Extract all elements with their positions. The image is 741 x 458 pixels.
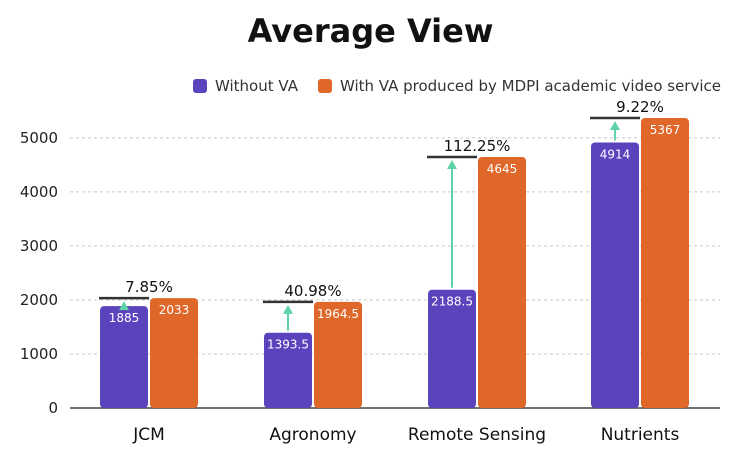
x-category-label: Agronomy bbox=[269, 425, 356, 445]
data-label-with-va: 1964.5 bbox=[317, 307, 359, 321]
bar-with-va bbox=[314, 301, 362, 408]
y-tick-label: 5000 bbox=[20, 129, 58, 147]
increase-percent-label: 112.25% bbox=[444, 137, 511, 155]
x-category-label: JCM bbox=[132, 425, 165, 445]
y-tick-label: 4000 bbox=[20, 183, 58, 201]
y-tick-label: 0 bbox=[48, 399, 58, 417]
data-label-with-va: 4645 bbox=[487, 162, 518, 176]
y-tick-label: 2000 bbox=[20, 291, 58, 309]
increase-percent-label: 9.22% bbox=[616, 98, 664, 116]
legend-label-without-va: Without VA bbox=[215, 77, 298, 95]
chart-title: Average View bbox=[247, 12, 494, 50]
bar-without-va bbox=[428, 289, 476, 408]
data-label-with-va: 5367 bbox=[650, 123, 681, 137]
legend-label-with-va: With VA produced by MDPI academic video … bbox=[339, 77, 721, 95]
data-label-without-va: 1393.5 bbox=[267, 338, 309, 352]
bar-without-va bbox=[264, 332, 312, 408]
data-label-without-va: 4914 bbox=[600, 147, 631, 161]
bar-without-va bbox=[591, 142, 639, 409]
increase-arrow-head bbox=[283, 304, 293, 314]
bar-with-va bbox=[641, 117, 689, 408]
legend-swatch-without-va bbox=[193, 79, 207, 93]
legend-item-without-va: Without VA bbox=[193, 77, 298, 95]
bar-with-va bbox=[150, 298, 198, 408]
bar-without-va bbox=[100, 306, 148, 408]
bar-with-va bbox=[478, 157, 526, 408]
legend-swatch-with-va bbox=[317, 79, 332, 93]
x-category-label: Remote Sensing bbox=[408, 425, 546, 445]
increase-arrow-head bbox=[119, 301, 129, 311]
increase-arrow-head bbox=[610, 120, 620, 130]
data-label-without-va: 1885 bbox=[109, 311, 140, 325]
data-label-without-va: 2188.5 bbox=[431, 295, 473, 309]
increase-arrow-head bbox=[447, 160, 457, 170]
legend-item-with-va: With VA produced by MDPI academic video … bbox=[317, 77, 721, 95]
data-label-with-va: 2033 bbox=[159, 303, 190, 317]
increase-percent-label: 40.98% bbox=[284, 282, 341, 300]
y-tick-label: 3000 bbox=[20, 237, 58, 255]
x-category-label: Nutrients bbox=[601, 425, 680, 445]
legend: Without VA With VA produced by MDPI acad… bbox=[173, 77, 721, 95]
increase-percent-label: 7.85% bbox=[125, 278, 173, 296]
y-tick-label: 1000 bbox=[20, 345, 58, 363]
